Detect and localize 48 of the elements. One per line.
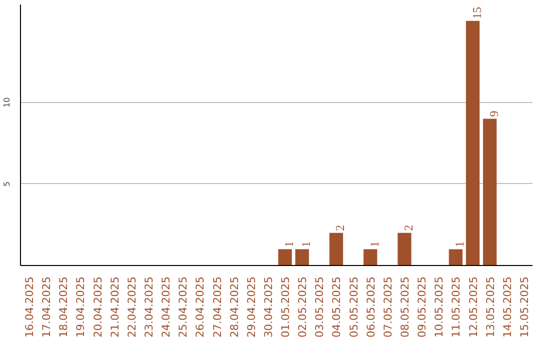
bar <box>329 232 344 266</box>
x-tick-label: 02.05.2025 <box>296 276 310 338</box>
x-tick-label: 03.05.2025 <box>313 276 326 338</box>
x-tick-label: 19.04.2025 <box>74 276 88 338</box>
bar <box>398 232 412 266</box>
x-tick-label: 18.04.2025 <box>57 276 70 338</box>
x-tick-label: 17.04.2025 <box>40 276 54 338</box>
y-tick-label: 5 <box>2 181 12 186</box>
x-tick-label: 14.05.2025 <box>500 276 514 338</box>
data-label: 15 <box>470 6 484 19</box>
x-tick-label: 22.04.2025 <box>125 276 138 338</box>
bar <box>364 249 378 266</box>
x-tick-label: 28.04.2025 <box>228 276 241 338</box>
x-tick-label: 21.04.2025 <box>108 276 122 338</box>
data-label: 2 <box>402 224 416 231</box>
data-label: 2 <box>333 224 348 231</box>
bar <box>448 249 463 266</box>
x-tick-label: 30.04.2025 <box>262 276 275 338</box>
x-tick-label: 16.04.2025 <box>23 276 36 338</box>
x-tick-label: 01.05.2025 <box>279 276 292 338</box>
x-tick-label: 13.05.2025 <box>484 276 497 338</box>
bar <box>466 20 480 266</box>
y-tick-label: 10 <box>2 97 12 108</box>
x-tick-label: 09.05.2025 <box>416 276 429 338</box>
x-tick-label: 06.05.2025 <box>364 276 378 338</box>
x-tick-label: 12.05.2025 <box>466 276 480 338</box>
data-label: 1 <box>282 241 296 248</box>
x-tick-label: 27.04.2025 <box>210 276 224 338</box>
x-tick-label: 08.05.2025 <box>398 276 412 338</box>
x-tick-label: 25.04.2025 <box>176 276 190 338</box>
x-tick-label: 04.05.2025 <box>330 276 344 338</box>
x-tick-label: 10.05.2025 <box>432 276 446 338</box>
x-tick-label: 05.05.2025 <box>347 276 360 338</box>
x-tick-label: 23.04.2025 <box>142 276 156 338</box>
x-tick-label: 24.04.2025 <box>160 276 173 338</box>
x-tick-label: 20.04.2025 <box>91 276 104 338</box>
x-tick-label: 26.04.2025 <box>194 276 207 338</box>
data-label: 1 <box>452 241 467 248</box>
x-tick-label: 29.04.2025 <box>244 276 258 338</box>
bar <box>483 118 497 266</box>
bar <box>295 249 309 266</box>
x-tick-label: 11.05.2025 <box>450 276 463 338</box>
x-tick-label: 15.05.2025 <box>518 276 531 338</box>
data-label: 1 <box>299 241 314 248</box>
data-label: 1 <box>367 241 382 248</box>
bar <box>278 249 292 266</box>
data-label: 9 <box>486 110 501 117</box>
x-tick-label: 07.05.2025 <box>381 276 394 338</box>
